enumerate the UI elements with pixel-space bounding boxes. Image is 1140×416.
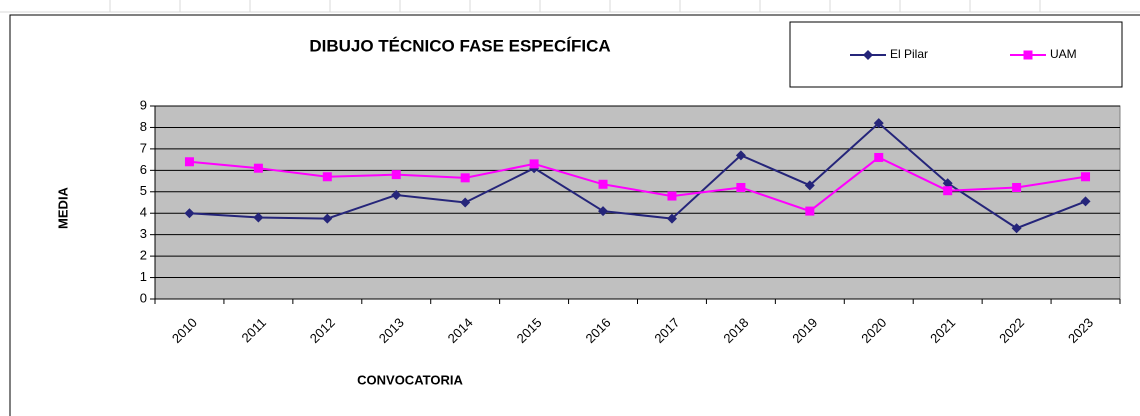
- marker: [322, 213, 333, 224]
- marker: [1081, 172, 1091, 182]
- y-tick-label: 7: [140, 140, 147, 155]
- legend-box: [789, 21, 1123, 88]
- marker: [804, 180, 815, 191]
- legend-label: UAM: [1050, 47, 1077, 61]
- marker: [1080, 196, 1091, 207]
- marker: [735, 150, 746, 161]
- y-tick-label: 3: [140, 226, 147, 241]
- marker: [805, 206, 815, 216]
- marker: [873, 118, 884, 129]
- marker: [943, 186, 953, 196]
- marker: [1011, 223, 1022, 234]
- chart-title: DIBUJO TÉCNICO FASE ESPECÍFICA: [309, 36, 610, 55]
- y-tick-label: 9: [140, 97, 147, 112]
- marker: [1023, 50, 1033, 60]
- y-tick-label: 8: [140, 119, 147, 134]
- marker: [863, 50, 873, 60]
- y-tick-label: 1: [140, 269, 147, 284]
- marker: [391, 170, 401, 180]
- plot-area: [154, 105, 1121, 300]
- marker: [667, 191, 677, 201]
- marker: [460, 197, 471, 208]
- marker: [253, 163, 263, 173]
- marker: [322, 172, 332, 182]
- marker: [391, 189, 402, 200]
- legend-label: El Pilar: [890, 47, 928, 61]
- sheet-grid: [0, 0, 1140, 13]
- marker: [253, 212, 264, 223]
- marker: [942, 178, 953, 189]
- series-line: [189, 156, 1086, 213]
- marker: [598, 206, 609, 217]
- marker: [736, 182, 746, 192]
- marker: [184, 157, 194, 167]
- series-line: [189, 121, 1086, 230]
- y-tick-label: 4: [140, 205, 147, 220]
- y-tick-label: 6: [140, 162, 147, 177]
- y-tick-label: 5: [140, 183, 147, 198]
- y-axis-title: MEDIA: [55, 186, 70, 229]
- marker: [460, 173, 470, 183]
- marker: [598, 179, 608, 189]
- y-tick-label: 0: [140, 290, 147, 305]
- x-axis-title: CONVOCATORIA: [357, 372, 463, 387]
- marker: [184, 208, 195, 219]
- marker: [874, 152, 884, 162]
- marker: [1012, 182, 1022, 192]
- marker: [666, 213, 677, 224]
- marker: [529, 159, 539, 169]
- y-tick-label: 2: [140, 248, 147, 263]
